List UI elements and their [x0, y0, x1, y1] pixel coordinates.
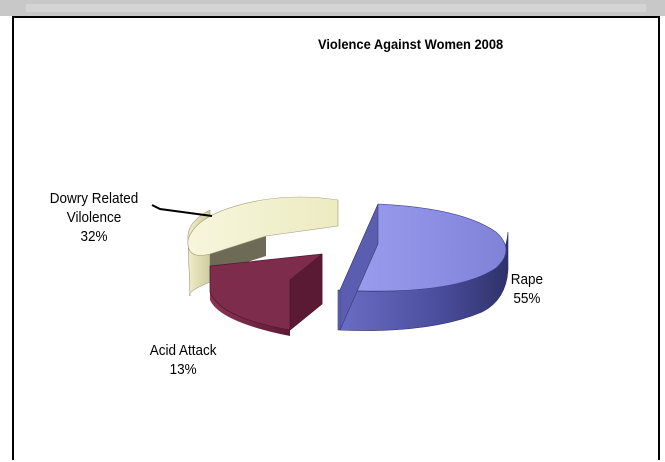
- chart-title: Violence Against Women 2008: [318, 36, 504, 52]
- label-acid-name: Acid Attack: [149, 342, 217, 359]
- label-rape-value: 55%: [513, 290, 541, 307]
- dowry-leader-line: [151, 204, 213, 217]
- label-dowry-value: 32%: [80, 228, 108, 245]
- slice-rape-top: [339, 203, 507, 292]
- slice-acid-cut: [289, 253, 323, 331]
- slice-dowry: [187, 196, 339, 297]
- label-dowry: Dowry Related Vilolence 32%: [36, 189, 151, 246]
- label-rape: Rape 55%: [511, 270, 543, 308]
- label-rape-name: Rape: [510, 271, 544, 288]
- slice-rape: [337, 203, 509, 331]
- top-band: [0, 0, 665, 16]
- label-acid: Acid Attack 13%: [150, 341, 217, 379]
- chart-frame: [12, 16, 660, 460]
- slice-rape-cut: [339, 203, 379, 331]
- top-band-inner: [26, 4, 646, 12]
- slice-acid: [209, 253, 323, 336]
- label-dowry-name: Dowry Related Vilolence: [49, 190, 139, 226]
- label-acid-value: 13%: [169, 361, 197, 378]
